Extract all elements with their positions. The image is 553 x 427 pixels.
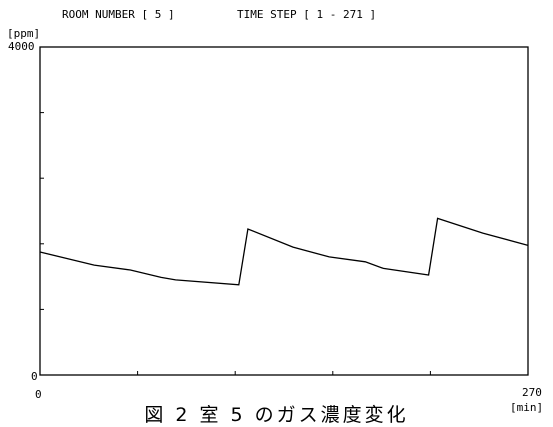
plot-frame	[39, 46, 529, 376]
x-tick-label-max: 270	[522, 386, 542, 399]
figure-caption: 図 2 室 5 のガス濃度変化	[144, 404, 409, 426]
y-tick-label-max: 4000	[8, 40, 35, 53]
axis-ticks	[40, 112, 431, 375]
header-room-number: ROOM NUMBER [ 5 ]	[62, 8, 175, 21]
y-tick-label-min: 0	[31, 370, 38, 383]
header-time-step: TIME STEP [ 1 - 271 ]	[237, 8, 376, 21]
gas-concentration-line	[39, 217, 529, 286]
y-axis-label: [ppm]	[7, 27, 40, 40]
x-axis-label: [min]	[510, 401, 543, 414]
x-tick-label-min: 0	[35, 388, 42, 401]
